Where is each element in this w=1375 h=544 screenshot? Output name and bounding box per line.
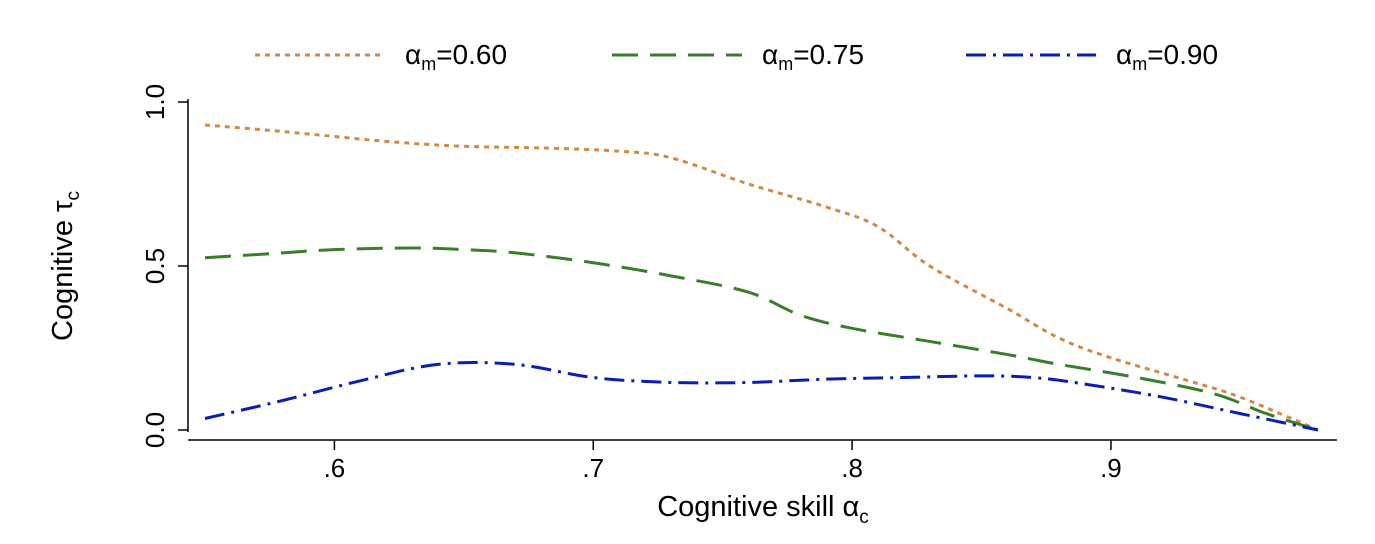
x-axis-label-main: Cognitive skill α	[657, 491, 859, 523]
series-lines	[204, 123, 1319, 432]
x-axis-label: Cognitive skill αc	[657, 491, 869, 528]
x-axis-label-sub: c	[859, 507, 869, 528]
y-ticks: 0.0 0.5 1.0	[140, 84, 188, 448]
series-line-3	[204, 361, 1319, 432]
x-tick-label: .9	[1100, 453, 1122, 483]
y-axis-label-main: Cognitive τ	[47, 200, 79, 341]
legend: αm=0.60 αm=0.75 αm=0.90	[255, 39, 1218, 74]
series-line-1	[204, 123, 1319, 432]
x-tick-label: .8	[841, 453, 863, 483]
x-tick-label: .6	[324, 453, 346, 483]
legend-label-3: αm=0.90	[1116, 39, 1218, 74]
x-tick-label: .7	[582, 453, 604, 483]
series-line-2	[204, 246, 1319, 432]
x-ticks: .6 .7 .8 .9	[324, 440, 1122, 483]
y-axis-label: Cognitive τc	[47, 191, 84, 341]
y-tick-label: 1.0	[140, 84, 170, 120]
y-tick-label: 0.5	[140, 248, 170, 284]
axes	[187, 99, 1337, 441]
y-tick-label: 0.0	[140, 412, 170, 448]
y-axis-label-sub: c	[63, 191, 84, 201]
legend-label-1: αm=0.60	[405, 39, 507, 74]
legend-label-2: αm=0.75	[762, 39, 864, 74]
